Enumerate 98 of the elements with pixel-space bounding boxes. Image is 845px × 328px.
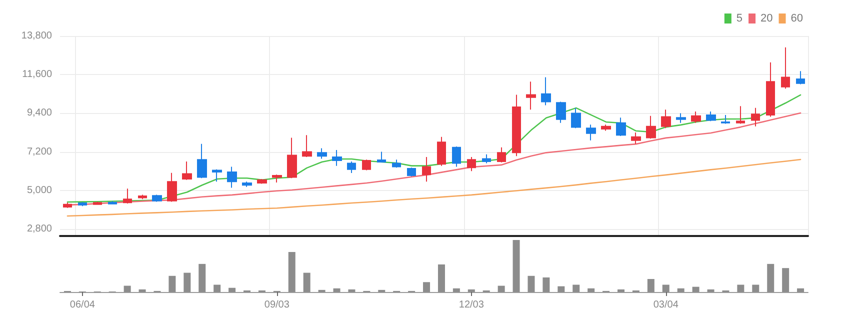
bar — [184, 272, 191, 292]
candlestick — [138, 194, 147, 200]
bar — [228, 288, 236, 292]
bar — [558, 286, 565, 292]
bar — [797, 288, 804, 292]
candlestick — [347, 160, 356, 174]
candlestick — [93, 201, 102, 206]
candlestick — [377, 151, 386, 163]
candlestick — [676, 112, 686, 124]
candlestick — [317, 148, 327, 160]
bar — [498, 286, 505, 292]
candlestick — [766, 62, 775, 118]
y-tick-label: 11,600 — [22, 69, 52, 80]
candlestick — [661, 109, 671, 129]
candlestick — [601, 124, 611, 132]
bar — [452, 288, 460, 292]
candlestick — [167, 172, 177, 202]
candlestick — [497, 146, 506, 163]
candlestick — [452, 146, 461, 168]
candlestick — [227, 166, 237, 188]
candlestick — [526, 81, 536, 110]
bar — [707, 289, 714, 292]
candlestick — [631, 132, 641, 144]
line-series — [66, 94, 802, 203]
bar — [348, 289, 356, 292]
bar — [303, 272, 310, 292]
candlestick — [302, 134, 312, 158]
candlestick — [616, 117, 626, 136]
candlestick — [182, 160, 192, 180]
bar — [692, 286, 700, 292]
candlestick — [362, 159, 371, 171]
candlestick — [706, 110, 716, 122]
candlestick — [422, 156, 431, 182]
y-tick-label: 13,800 — [21, 30, 52, 42]
candlestick — [332, 150, 342, 166]
bar — [782, 268, 790, 292]
bar — [198, 264, 206, 292]
candlestick — [781, 46, 790, 90]
candlestick — [152, 194, 162, 202]
candlestick — [108, 200, 117, 205]
bar — [542, 277, 550, 292]
x-tick-label: 12/03 — [458, 300, 484, 310]
legend-label: 20 — [760, 12, 773, 24]
x-tick-label: 03/04 — [653, 300, 679, 310]
y-tick-label: 2,800 — [26, 223, 52, 234]
bar — [662, 284, 670, 292]
y-tick-label: 7,200 — [26, 146, 52, 158]
candlestick — [736, 106, 745, 124]
bar — [423, 282, 430, 292]
bar — [618, 289, 624, 292]
candlestick — [78, 202, 87, 207]
candlestick — [392, 159, 401, 168]
bar — [752, 284, 760, 292]
candlestick — [586, 124, 596, 141]
candlestick — [796, 70, 805, 85]
candlestick — [541, 76, 551, 106]
candlestick — [646, 115, 656, 140]
candlestick — [512, 94, 521, 157]
candlestick — [257, 178, 267, 184]
x-tick-label: 06/04 — [70, 300, 96, 310]
bar — [333, 288, 340, 292]
candlestick — [721, 114, 730, 124]
bar — [528, 276, 535, 292]
bar — [288, 252, 296, 292]
bar — [124, 286, 131, 292]
candlestick — [482, 154, 491, 164]
candlestick — [212, 168, 222, 182]
candlestick — [123, 188, 132, 204]
bar — [572, 284, 580, 292]
bar — [588, 288, 595, 292]
candlestick — [556, 101, 566, 124]
bar — [737, 284, 744, 292]
bar — [468, 289, 475, 292]
y-tick-label: 9,400 — [26, 108, 52, 119]
bar — [138, 289, 146, 292]
bar — [438, 264, 445, 292]
candlestick — [242, 181, 252, 188]
candlestick — [691, 110, 701, 124]
candlestick — [63, 202, 72, 208]
candlestick — [197, 143, 207, 179]
bar — [214, 284, 221, 292]
candlestick — [751, 107, 760, 127]
bar — [512, 240, 520, 292]
bar — [677, 288, 684, 292]
legend-label: 60 — [790, 12, 804, 24]
candlestick — [571, 107, 581, 129]
candlestick — [272, 174, 282, 183]
candlestick — [407, 167, 416, 177]
bar — [647, 279, 654, 292]
candlestick — [287, 137, 297, 179]
bar — [168, 276, 176, 292]
candlestick — [467, 156, 476, 172]
legend-label: 5 — [736, 12, 743, 24]
bar — [767, 264, 774, 292]
line-series — [66, 158, 802, 217]
y-tick-label: 5,000 — [26, 184, 52, 196]
candlestick — [437, 136, 446, 166]
x-tick-label: 09/03 — [264, 300, 290, 310]
